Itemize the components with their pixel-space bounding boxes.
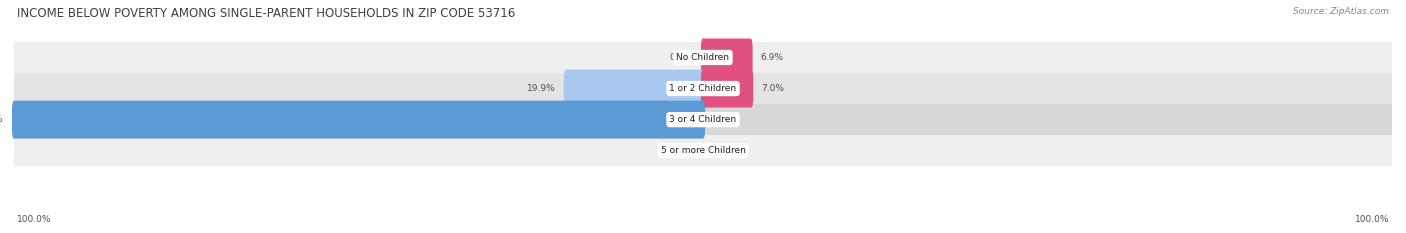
Text: 0.0%: 0.0% xyxy=(669,53,693,62)
Text: 1 or 2 Children: 1 or 2 Children xyxy=(669,84,737,93)
Text: 100.0%: 100.0% xyxy=(17,215,52,224)
Bar xyxy=(14,42,1392,73)
Text: 0.0%: 0.0% xyxy=(669,146,693,155)
FancyBboxPatch shape xyxy=(564,70,704,107)
FancyBboxPatch shape xyxy=(702,38,752,76)
Text: Source: ZipAtlas.com: Source: ZipAtlas.com xyxy=(1294,7,1389,16)
Text: 7.0%: 7.0% xyxy=(762,84,785,93)
Bar xyxy=(14,104,1392,135)
Text: 100.0%: 100.0% xyxy=(0,115,4,124)
Bar xyxy=(14,73,1392,104)
Text: 19.9%: 19.9% xyxy=(527,84,555,93)
Text: 6.9%: 6.9% xyxy=(761,53,785,62)
Text: 5 or more Children: 5 or more Children xyxy=(661,146,745,155)
Text: No Children: No Children xyxy=(676,53,730,62)
Text: 100.0%: 100.0% xyxy=(1354,215,1389,224)
Text: 0.0%: 0.0% xyxy=(713,146,737,155)
Text: 3 or 4 Children: 3 or 4 Children xyxy=(669,115,737,124)
Text: 0.0%: 0.0% xyxy=(713,115,737,124)
Text: INCOME BELOW POVERTY AMONG SINGLE-PARENT HOUSEHOLDS IN ZIP CODE 53716: INCOME BELOW POVERTY AMONG SINGLE-PARENT… xyxy=(17,7,515,20)
FancyBboxPatch shape xyxy=(13,101,704,139)
Bar xyxy=(14,135,1392,166)
FancyBboxPatch shape xyxy=(702,70,754,107)
